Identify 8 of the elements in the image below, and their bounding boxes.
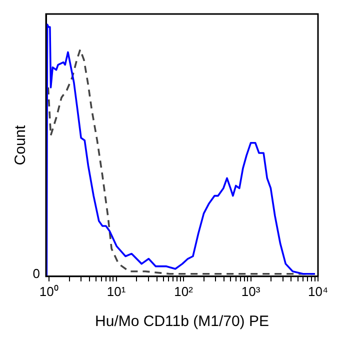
x-tick-label: 10² <box>174 284 194 299</box>
text: 0 <box>32 266 40 281</box>
x-tick-label: 10⁴ <box>308 284 328 299</box>
x-tick-label: 10¹ <box>106 284 126 299</box>
x-tick-label: 10⁰ <box>39 284 59 299</box>
y-axis-title: Count <box>12 124 30 166</box>
x-axis-title: Hu/Mo CD11b (M1/70) PE <box>95 313 269 330</box>
x-tick-label: 10³ <box>241 284 261 299</box>
